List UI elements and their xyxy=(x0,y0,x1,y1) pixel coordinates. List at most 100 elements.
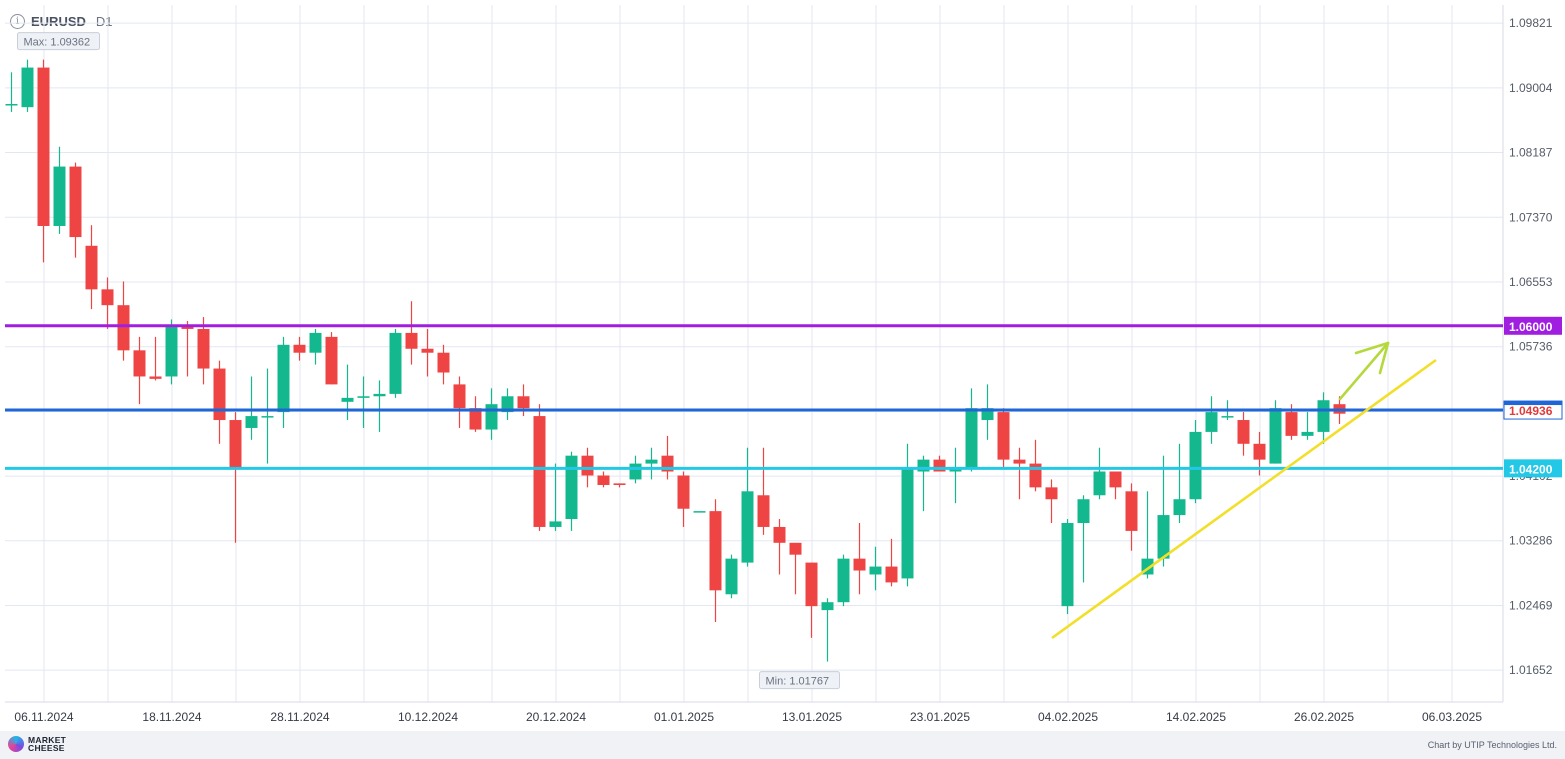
x-tick-label: 10.12.2024 xyxy=(398,710,458,724)
level-104200-tag xyxy=(1504,459,1562,478)
candle-body xyxy=(373,393,386,397)
footer-bar: MARKET CHEESE Chart by UTIP Technologies… xyxy=(0,731,1565,759)
max-badge xyxy=(17,32,100,51)
candle-body xyxy=(597,475,610,485)
candle-body xyxy=(1205,412,1218,432)
level-current-tag-label: 1.04936 xyxy=(1509,404,1553,418)
candle-body xyxy=(389,332,402,394)
candle-body xyxy=(1093,471,1106,496)
candle-body xyxy=(725,558,738,595)
candle-body xyxy=(917,459,930,472)
x-tick-label: 23.01.2025 xyxy=(910,710,970,724)
candle-body xyxy=(997,412,1010,460)
logo-line-2: CHEESE xyxy=(28,743,65,753)
candle-body xyxy=(5,104,18,106)
candle-body xyxy=(1189,431,1202,500)
x-tick-label: 26.02.2025 xyxy=(1294,710,1354,724)
candle-body xyxy=(677,475,690,509)
candle-body xyxy=(245,416,258,428)
candle-body xyxy=(165,324,178,377)
logo-line-1: MARKET xyxy=(28,735,67,745)
candle-body xyxy=(613,483,626,485)
support-trendline[interactable] xyxy=(1051,358,1437,640)
candle-body xyxy=(1285,412,1298,436)
candle-body xyxy=(1077,499,1090,523)
max-label: Max: 1.09362 xyxy=(24,37,91,49)
candle-body xyxy=(421,348,434,353)
trendline-layer[interactable] xyxy=(1051,341,1437,640)
x-tick-label: 06.03.2025 xyxy=(1422,710,1482,724)
candle-body xyxy=(197,328,210,369)
candle-body xyxy=(517,396,530,409)
candle-body xyxy=(69,166,82,238)
extreme-labels: Max: 1.09362 Min: 1.01767 xyxy=(17,32,840,690)
grid xyxy=(5,5,1504,703)
candle-body xyxy=(1253,443,1266,460)
candle-body xyxy=(565,455,578,520)
candle-body xyxy=(149,376,162,379)
up-arrow-icon xyxy=(1338,341,1390,401)
candle-body xyxy=(709,511,722,591)
candle-body xyxy=(965,408,978,468)
level-106000-tag xyxy=(1504,316,1562,335)
price-axis: 1.09821 1.09004 1.08187 1.07370 1.06553 1.057… xyxy=(1503,16,1563,677)
candle-body xyxy=(1237,420,1250,444)
logo-icon xyxy=(8,736,24,752)
candle-body xyxy=(757,495,770,527)
candle-body xyxy=(789,542,802,555)
x-tick-label: 04.02.2025 xyxy=(1038,710,1098,724)
candle-body xyxy=(1109,471,1122,488)
candle-body xyxy=(853,558,866,571)
min-badge xyxy=(759,671,840,690)
candle-body xyxy=(1061,522,1074,607)
x-tick-label: 14.02.2025 xyxy=(1166,710,1226,724)
market-cheese-logo[interactable]: MARKET CHEESE xyxy=(8,736,66,752)
chart-credit: Chart by UTIP Technologies Ltd. xyxy=(1427,740,1557,750)
candle-body xyxy=(325,336,338,385)
candle-body xyxy=(453,384,466,409)
y-tick-label: 1.09004 xyxy=(1509,81,1553,95)
y-tick-label: 1.09821 xyxy=(1509,16,1553,30)
candle-wicks xyxy=(10,59,1341,662)
candle-body xyxy=(309,332,322,353)
candle-body xyxy=(1301,431,1314,436)
candle-body xyxy=(357,396,370,398)
candlestick-chart[interactable]: 1.09821 1.09004 1.08187 1.07370 1.06553 1.057… xyxy=(0,0,1565,731)
candle-body xyxy=(533,416,546,527)
candle-body xyxy=(1013,459,1026,464)
candle-bodies xyxy=(5,67,1346,611)
x-tick-label: 01.01.2025 xyxy=(654,710,714,724)
candle-body xyxy=(437,352,450,373)
candle-body xyxy=(501,396,514,413)
level-current-tag-top xyxy=(1504,401,1562,406)
candle-body xyxy=(581,455,594,476)
candle-body xyxy=(53,166,66,226)
y-tick-label: 1.07370 xyxy=(1509,210,1553,224)
min-label: Min: 1.01767 xyxy=(766,676,830,688)
x-tick-label: 13.01.2025 xyxy=(782,710,842,724)
candle-body xyxy=(885,566,898,583)
candle-body xyxy=(821,602,834,611)
info-icon[interactable]: i xyxy=(10,14,25,29)
candle-body xyxy=(1221,416,1234,418)
horizontal-levels[interactable] xyxy=(5,324,1503,470)
candle-body xyxy=(549,521,562,527)
level-106000-tag-label: 1.06000 xyxy=(1509,320,1553,334)
x-tick-label: 18.11.2024 xyxy=(142,710,201,724)
x-tick-label: 20.12.2024 xyxy=(526,710,586,724)
candle-body xyxy=(405,332,418,349)
candle-body xyxy=(277,344,290,413)
x-tick-label: 06.11.2024 xyxy=(14,710,73,724)
candle-body xyxy=(1269,408,1282,464)
candle-body xyxy=(837,558,850,603)
candle-body xyxy=(805,562,818,607)
time-axis: 06.11.2024 18.11.2024 28.11.2024 10.12.2024… xyxy=(14,710,1482,724)
candle-body xyxy=(1317,400,1330,432)
candle-body xyxy=(869,566,882,575)
candle-body xyxy=(341,397,354,402)
symbol-label: EURUSD xyxy=(31,14,86,29)
candle-body xyxy=(117,305,130,351)
candle-body xyxy=(37,67,50,226)
level-104200-tag-label: 1.04200 xyxy=(1509,462,1553,476)
candle-body xyxy=(261,416,274,418)
